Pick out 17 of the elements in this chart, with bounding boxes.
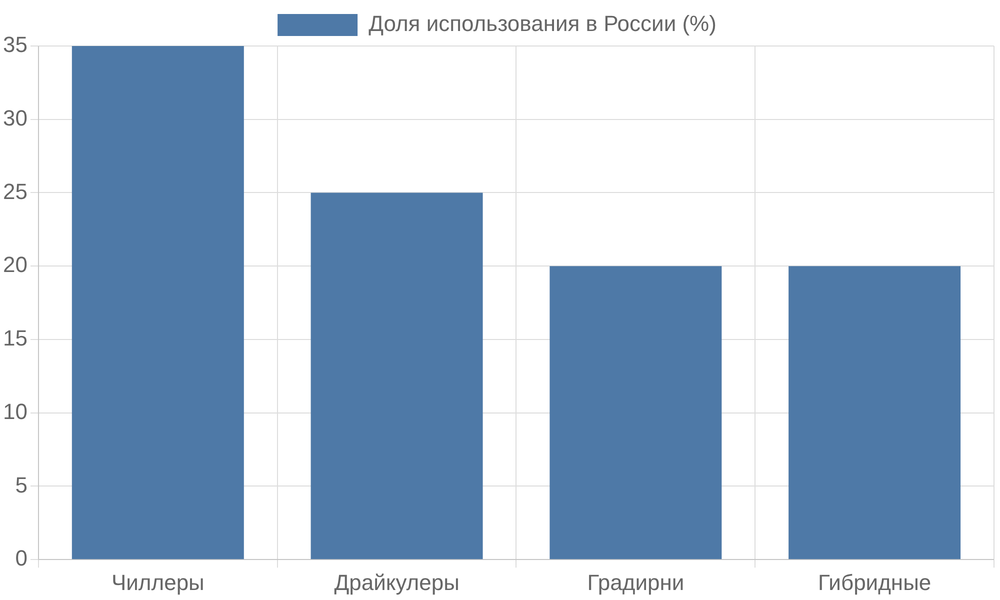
y-tick-label: 25 xyxy=(2,178,28,204)
x-tick-label: Градирни xyxy=(587,570,684,595)
y-tick-label: 20 xyxy=(2,252,28,278)
bar xyxy=(310,192,483,560)
x-tick-label: Драйкулеры xyxy=(334,570,460,595)
y-tick-label: 30 xyxy=(2,105,28,130)
bar xyxy=(72,46,244,560)
y-tick-label: 35 xyxy=(2,32,28,58)
legend-label: Доля использования в России (%) xyxy=(368,11,716,36)
x-tick-label: Чиллеры xyxy=(111,570,204,595)
y-tick-label: 5 xyxy=(15,472,28,498)
y-tick-label: 15 xyxy=(2,326,28,351)
y-tick-label: 10 xyxy=(2,398,28,424)
bar xyxy=(550,266,722,560)
x-tick-label: Гибридные xyxy=(818,570,932,595)
bar xyxy=(788,266,961,560)
y-tick-label: 0 xyxy=(15,546,28,571)
